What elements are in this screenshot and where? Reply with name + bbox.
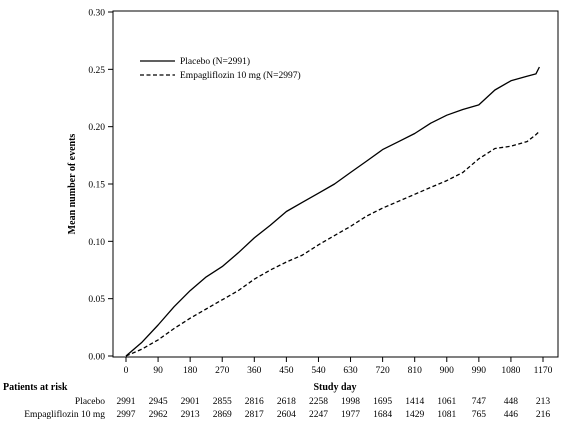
risk-value: 1684	[373, 410, 392, 420]
x-tick-label: 990	[472, 366, 487, 376]
risk-value: 216	[536, 410, 551, 420]
x-tick-label: 270	[215, 366, 230, 376]
risk-table: Patients at risk Placebo Empagliflozin 1…	[3, 382, 550, 420]
y-tick-label: 0.00	[88, 353, 105, 363]
x-tick-label: 180	[183, 366, 198, 376]
risk-value: 2945	[149, 397, 168, 407]
y-tick-label: 0.30	[88, 9, 105, 19]
y-tick-label: 0.10	[88, 238, 105, 248]
risk-row-label-placebo: Placebo	[75, 397, 105, 407]
series-layer	[125, 66, 540, 357]
x-tick-label: 1080	[501, 366, 520, 376]
y-tick-label: 0.05	[88, 295, 105, 305]
y-axis: 0.00 0.05 0.10 0.15 0.20 0.25 0.30	[88, 9, 113, 363]
risk-value: 213	[536, 397, 551, 407]
risk-value: 2816	[245, 397, 264, 407]
risk-value: 747	[472, 397, 487, 407]
risk-value: 2962	[149, 410, 168, 420]
risk-value: 2817	[245, 410, 264, 420]
risk-value: 2855	[213, 397, 232, 407]
y-tick-label: 0.25	[88, 66, 105, 76]
risk-value: 2247	[309, 410, 328, 420]
legend-label-empagliflozin: Empagliflozin 10 mg (N=2997)	[180, 70, 301, 81]
y-axis-title: Mean number of events	[67, 134, 78, 235]
risk-value: 1429	[405, 410, 424, 420]
risk-value: 1061	[437, 397, 456, 407]
risk-value: 1998	[341, 397, 360, 407]
risk-value: 2901	[181, 397, 200, 407]
x-tick-label: 450	[279, 366, 294, 376]
risk-table-title: Patients at risk	[3, 382, 68, 393]
risk-value: 448	[504, 397, 519, 407]
risk-value: 2258	[309, 397, 328, 407]
x-tick-label: 810	[408, 366, 423, 376]
x-axis: 0 90 180 270 360 450 540 630 720 810 900 990 1080 117…	[124, 357, 553, 376]
y-tick-label: 0.20	[88, 123, 105, 133]
series-line-placebo	[125, 66, 540, 357]
risk-value: 1081	[437, 410, 456, 420]
risk-value: 765	[472, 410, 487, 420]
legend-label-placebo: Placebo (N=2991)	[180, 56, 250, 67]
risk-value: 2997	[117, 410, 136, 420]
legend: Placebo (N=2991) Empagliflozin 10 mg (N=…	[140, 56, 301, 81]
x-axis-title: Study day	[313, 382, 356, 393]
risk-value: 1977	[341, 410, 360, 420]
risk-value: 2991	[117, 397, 136, 407]
risk-value: 446	[504, 410, 519, 420]
x-tick-label: 630	[343, 366, 358, 376]
risk-row-label-empagliflozin: Empagliflozin 10 mg	[24, 409, 105, 420]
risk-value: 2618	[277, 397, 296, 407]
x-tick-label: 540	[311, 366, 326, 376]
series-line-empagliflozin	[125, 130, 540, 357]
x-tick-label: 1170	[534, 366, 553, 376]
risk-value: 1414	[405, 397, 424, 407]
x-tick-label: 90	[153, 366, 163, 376]
risk-value: 2604	[277, 410, 296, 420]
y-tick-label: 0.15	[88, 181, 105, 191]
x-tick-label: 720	[375, 366, 390, 376]
risk-value: 1695	[373, 397, 392, 407]
x-tick-label: 0	[124, 366, 129, 376]
x-tick-label: 900	[440, 366, 455, 376]
risk-value: 2869	[213, 410, 232, 420]
risk-value: 2913	[181, 410, 200, 420]
x-tick-label: 360	[247, 366, 262, 376]
